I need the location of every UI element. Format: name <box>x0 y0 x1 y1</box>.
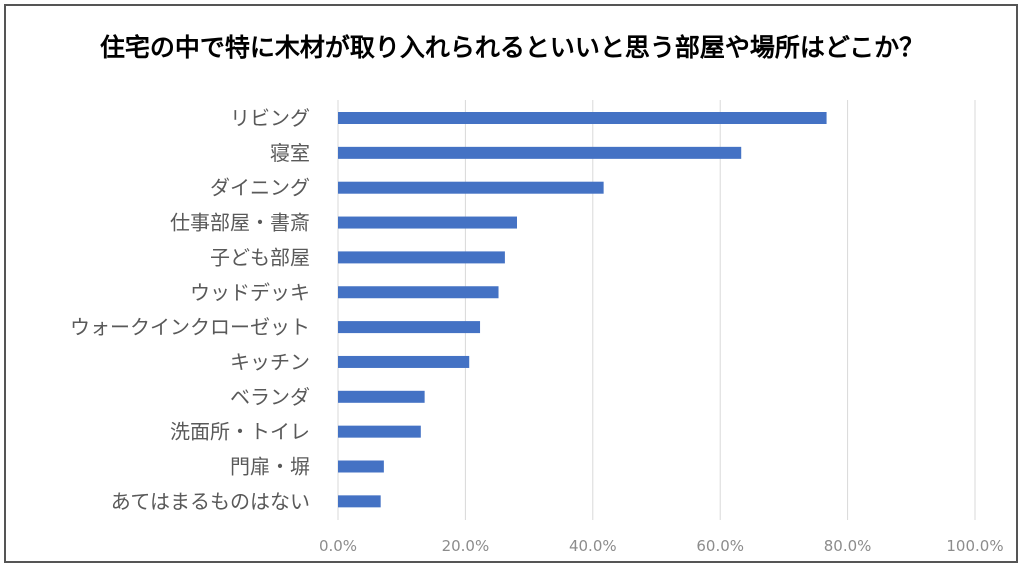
category-label: ベランダ <box>230 385 310 409</box>
category-label: キッチン <box>230 350 310 374</box>
x-tick-label: 60.0% <box>696 537 744 555</box>
bar <box>338 321 481 334</box>
category-label: 仕事部屋・書斎 <box>170 211 310 235</box>
bar <box>338 146 742 159</box>
bar <box>338 112 827 124</box>
bar <box>338 286 499 299</box>
category-labels: リビング寝室ダイニング仕事部屋・書斎子ども部屋ウッドデッキウォークインクローゼッ… <box>70 106 310 513</box>
gridlines <box>337 100 976 520</box>
category-label: あてはまるものはない <box>111 489 310 513</box>
x-tick-label: 80.0% <box>824 537 872 555</box>
bar <box>338 181 604 194</box>
chart-frame <box>4 4 1018 563</box>
category-label: ウッドデッキ <box>190 280 310 304</box>
chart-title: 住宅の中で特に木材が取り入れられるといいと思う部屋や場所はどこか？ <box>99 33 925 62</box>
bar <box>338 216 517 229</box>
x-tick-label: 40.0% <box>569 537 617 555</box>
bar <box>338 460 384 473</box>
category-label: ウォークインクローゼット <box>70 315 310 339</box>
category-label: ダイニング <box>210 176 310 200</box>
bar <box>338 355 470 368</box>
category-label: 門扉・塀 <box>230 455 310 479</box>
category-label: 寝室 <box>270 141 310 165</box>
bar <box>338 495 381 508</box>
x-tick-label: 20.0% <box>442 537 490 555</box>
bars <box>338 112 827 508</box>
category-label: リビング <box>230 106 310 130</box>
x-tick-labels: 0.0% 20.0% 40.0% 60.0% 80.0% 100.0% <box>319 537 1004 555</box>
x-tick-label: 100.0% <box>946 537 1003 555</box>
bar <box>338 251 505 264</box>
category-label: 子ども部屋 <box>210 245 310 269</box>
category-label: 洗面所・トイレ <box>170 420 310 444</box>
bar <box>338 390 425 403</box>
bar <box>338 425 421 438</box>
x-tick-label: 0.0% <box>319 537 357 555</box>
